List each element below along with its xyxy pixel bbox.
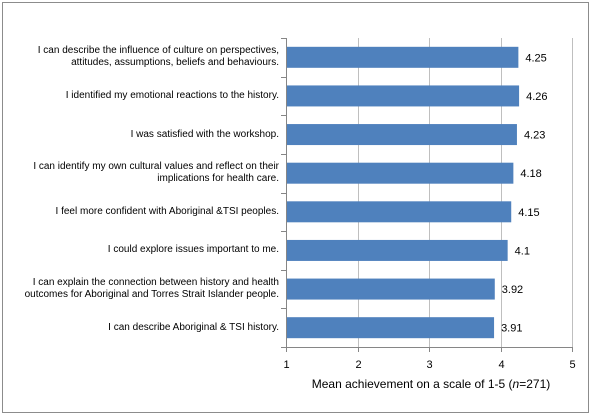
category-label: I feel more confident with Aboriginal &T… bbox=[55, 205, 279, 217]
bar bbox=[287, 278, 495, 300]
category-label: I can explain the connection between his… bbox=[24, 277, 279, 301]
bar bbox=[287, 201, 512, 223]
data-label: 4.23 bbox=[524, 130, 545, 142]
bar bbox=[287, 317, 495, 339]
data-label: 4.26 bbox=[526, 91, 547, 103]
x-tick-label: 5 bbox=[569, 359, 575, 371]
category-label: I identified my emotional reactions to t… bbox=[65, 89, 279, 101]
x-tick-label: 2 bbox=[355, 359, 361, 371]
x-axis-title: Mean achievement on a scale of 1-5 (n=27… bbox=[288, 377, 574, 391]
bar-chart: 1 2 3 4 5 4.25 4.26 4.23 4.18 4.15 4.1 3.92 3.91 bbox=[281, 38, 576, 371]
bar bbox=[287, 239, 508, 261]
x-tick-label: 1 bbox=[283, 359, 289, 371]
x-axis-title-n: n bbox=[512, 377, 520, 391]
x-tick-label: 3 bbox=[426, 359, 432, 371]
bar bbox=[287, 162, 514, 184]
data-label: 4.18 bbox=[520, 168, 541, 180]
category-label: I can describe Aboriginal & TSI history. bbox=[108, 321, 279, 333]
data-label: 4.15 bbox=[518, 207, 539, 219]
category-label: I was satisfied with the workshop. bbox=[130, 128, 279, 140]
data-label: 3.92 bbox=[502, 284, 523, 296]
bar bbox=[287, 85, 520, 107]
x-axis-title-prefix: Mean achievement on a scale of 1-5 ( bbox=[311, 377, 513, 391]
data-label: 4.1 bbox=[515, 245, 530, 257]
category-label: I can identify my own cultural values an… bbox=[33, 161, 279, 185]
data-label: 3.91 bbox=[501, 323, 522, 335]
category-label: I can describe the influence of culture … bbox=[37, 45, 279, 69]
x-axis-title-suffix: =271) bbox=[519, 377, 551, 391]
category-label: I could explore issues important to me. bbox=[107, 244, 279, 256]
chart-frame: I can describe the influence of culture … bbox=[2, 2, 589, 413]
bar bbox=[287, 46, 519, 68]
x-tick-label: 4 bbox=[498, 359, 504, 371]
data-label: 4.25 bbox=[525, 52, 546, 64]
bar bbox=[287, 124, 517, 146]
